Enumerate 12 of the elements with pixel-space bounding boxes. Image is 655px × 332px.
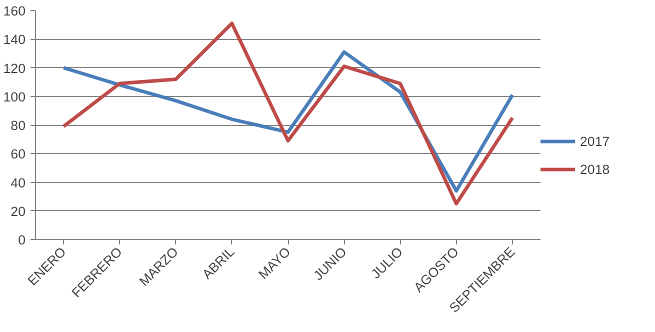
y-tick-label: 20 xyxy=(10,204,26,219)
y-tick-label: 160 xyxy=(3,4,26,18)
y-tick-label: 100 xyxy=(3,89,26,104)
legend-label: 2018 xyxy=(580,162,610,176)
legend-label: 2017 xyxy=(580,134,610,148)
line-series xyxy=(62,22,514,206)
y-tick-label: 140 xyxy=(3,32,26,48)
y-tick-label: 0 xyxy=(18,232,26,248)
y-tick-label: 40 xyxy=(10,175,26,190)
y-tick-label: 120 xyxy=(3,60,26,76)
y-tick-label: 80 xyxy=(10,118,26,133)
y-tick-label: 60 xyxy=(10,146,26,162)
